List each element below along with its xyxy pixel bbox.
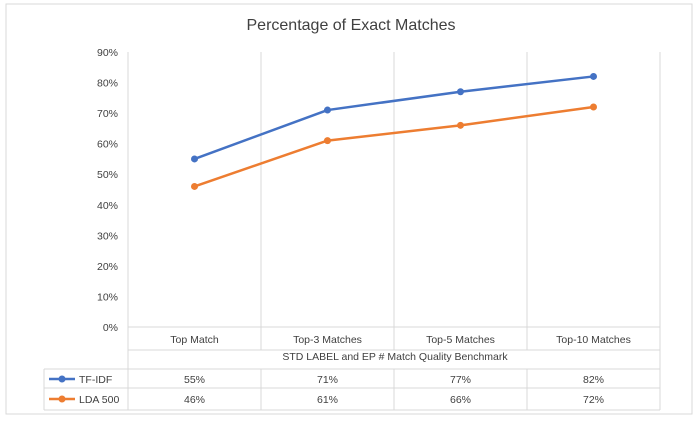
y-tick-label: 50%	[97, 169, 118, 181]
table-value-cell: 46%	[184, 394, 205, 406]
plot-grid: Top Match Top-3 Matches Top-5 Matches Top-1…	[43, 52, 661, 411]
data-point	[590, 72, 597, 80]
data-point	[324, 137, 331, 145]
series-lines	[191, 72, 597, 190]
data-point	[324, 106, 331, 114]
y-tick-label: 30%	[97, 230, 118, 242]
y-tick-label: 40%	[97, 200, 118, 212]
x-tick-label: Top Match	[170, 334, 219, 346]
x-tick-label: Top-3 Matches	[293, 334, 362, 346]
y-tick-label: 20%	[97, 261, 118, 273]
data-point	[457, 88, 464, 96]
y-tick-label: 10%	[97, 291, 118, 303]
table-value-cell: 61%	[317, 394, 338, 406]
table-value-cell: 71%	[317, 374, 338, 386]
chart-border	[5, 3, 693, 415]
table-value-cell: 55%	[184, 374, 205, 386]
legend-series-name: LDA 500	[79, 394, 119, 406]
y-tick-label: 0%	[103, 322, 118, 334]
legend-swatch-marker	[58, 395, 66, 403]
x-tick-label: Top-10 Matches	[556, 334, 631, 346]
x-tick-label: Top-5 Matches	[426, 334, 495, 346]
y-tick-label: 70%	[97, 108, 118, 120]
y-axis: 0% 10% 20% 30% 40% 50% 60% 70% 80% 90%	[97, 47, 118, 334]
table-value-cell: 66%	[450, 394, 471, 406]
data-point	[191, 155, 198, 163]
y-tick-label: 80%	[97, 78, 118, 90]
data-table: TF-IDF 55% 71% 77% 82% LDA 500 46% 61% 66% 72%	[49, 374, 604, 406]
table-value-cell: 72%	[583, 394, 604, 406]
table-value-cell: 77%	[450, 374, 471, 386]
data-point	[590, 103, 597, 111]
table-value-cell: 82%	[583, 374, 604, 386]
y-tick-label: 90%	[97, 47, 118, 59]
chart-title: Percentage of Exact Matches	[247, 17, 456, 34]
x-axis-title: STD LABEL and EP # Match Quality Benchma…	[282, 351, 508, 363]
legend-swatch-marker	[58, 375, 66, 383]
series-line	[194, 105, 594, 188]
y-tick-label: 60%	[97, 139, 118, 151]
data-point	[457, 121, 464, 129]
data-point	[191, 182, 198, 190]
series-line	[194, 75, 594, 161]
legend-series-name: TF-IDF	[79, 374, 112, 386]
